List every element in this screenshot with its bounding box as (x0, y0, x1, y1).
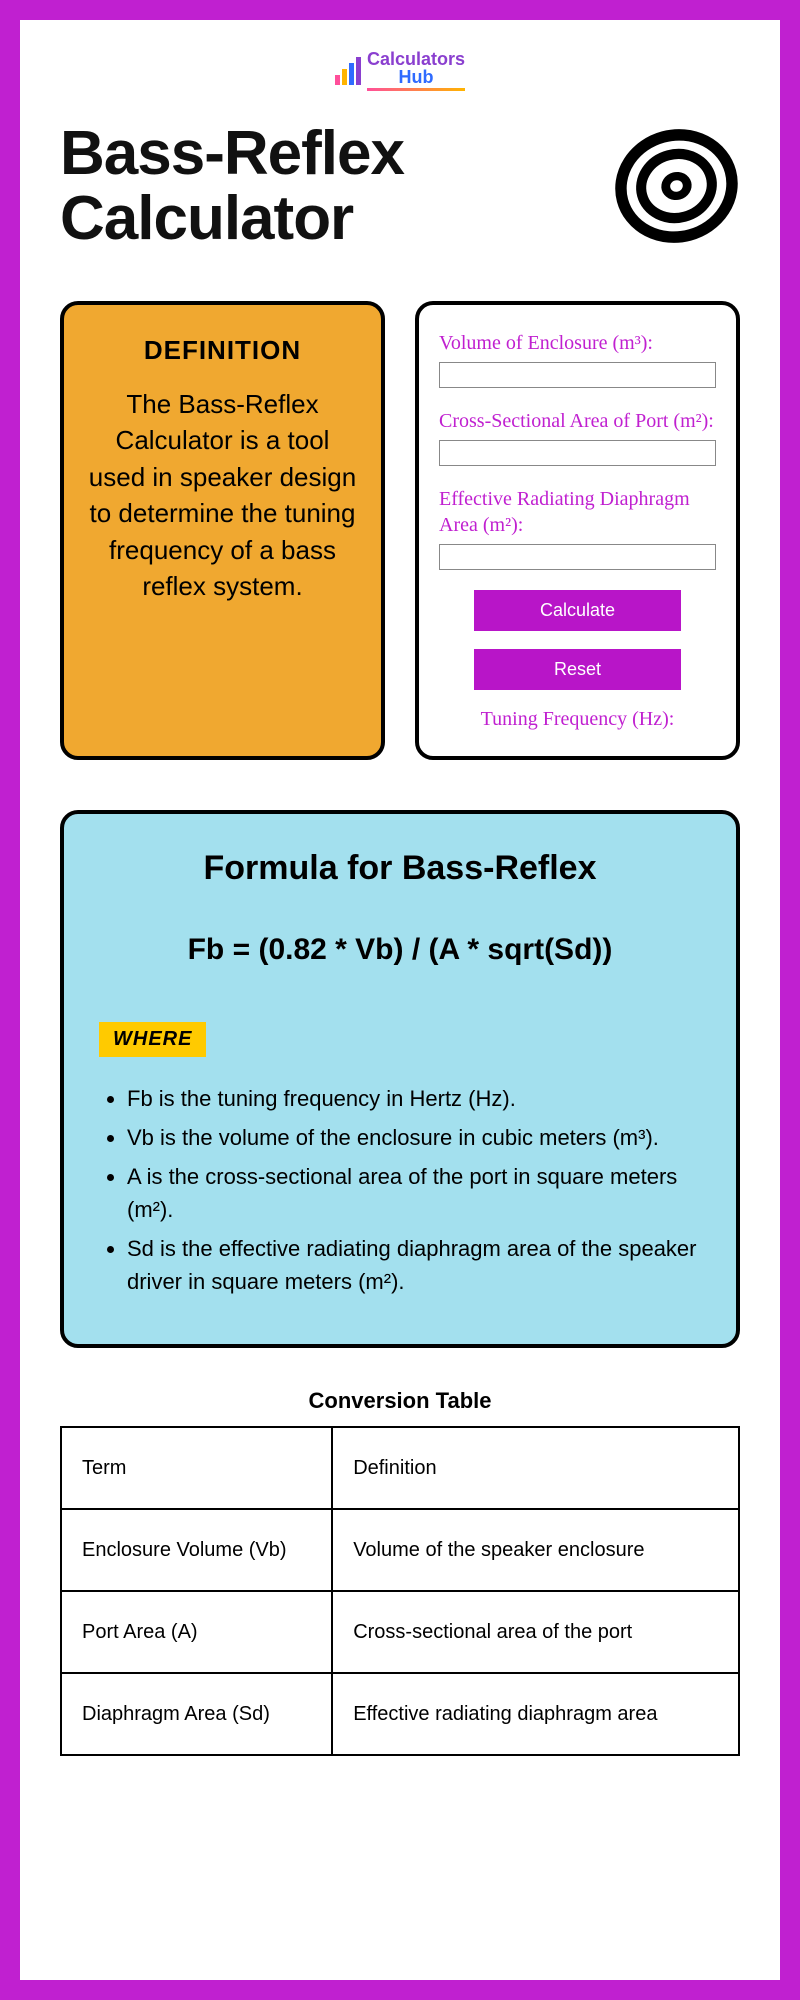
logo-line2: Hub (398, 67, 433, 87)
logo-bars-icon (335, 57, 361, 85)
formula-equation: Fb = (0.82 * Vb) / (A * sqrt(Sd)) (99, 933, 701, 967)
volume-label: Volume of Enclosure (m³): (439, 330, 716, 356)
table-row: Enclosure Volume (Vb) Volume of the spea… (61, 1509, 739, 1591)
table-cell: Definition (332, 1427, 739, 1509)
where-item: Fb is the tuning frequency in Hertz (Hz)… (127, 1082, 701, 1115)
calculate-button[interactable]: Calculate (474, 590, 682, 631)
where-list: Fb is the tuning frequency in Hertz (Hz)… (99, 1082, 701, 1298)
two-column-row: DEFINITION The Bass-Reflex Calculator is… (60, 301, 740, 760)
calc-field-diaphragm-area: Effective Radiating Diaphragm Area (m²): (439, 486, 716, 570)
table-cell: Term (61, 1427, 332, 1509)
table-cell: Enclosure Volume (Vb) (61, 1509, 332, 1591)
volume-input[interactable] (439, 362, 716, 388)
where-item: A is the cross-sectional area of the por… (127, 1160, 701, 1226)
diaphragm-area-label: Effective Radiating Diaphragm Area (m²): (439, 486, 716, 538)
port-area-label: Cross-Sectional Area of Port (m²): (439, 408, 716, 434)
formula-box: Formula for Bass-Reflex Fb = (0.82 * Vb)… (60, 810, 740, 1348)
definition-body: The Bass-Reflex Calculator is a tool use… (84, 386, 361, 604)
table-cell: Diaphragm Area (Sd) (61, 1673, 332, 1755)
diaphragm-area-input[interactable] (439, 544, 716, 570)
table-title: Conversion Table (60, 1388, 740, 1414)
definition-heading: DEFINITION (84, 335, 361, 366)
calc-field-volume: Volume of Enclosure (m³): (439, 330, 716, 388)
definition-box: DEFINITION The Bass-Reflex Calculator is… (60, 301, 385, 760)
where-badge: WHERE (99, 1022, 206, 1057)
header: Bass-Reflex Calculator (60, 111, 740, 261)
table-row: Diaphragm Area (Sd) Effective radiating … (61, 1673, 739, 1755)
where-item: Sd is the effective radiating diaphragm … (127, 1232, 701, 1298)
table-cell: Effective radiating diaphragm area (332, 1673, 739, 1755)
result-label: Tuning Frequency (Hz): (439, 708, 716, 731)
port-area-input[interactable] (439, 440, 716, 466)
table-row: Term Definition (61, 1427, 739, 1509)
formula-heading: Formula for Bass-Reflex (99, 849, 701, 888)
where-item: Vb is the volume of the enclosure in cub… (127, 1121, 701, 1154)
logo-line1: Calculators (367, 49, 465, 69)
table-row: Port Area (A) Cross-sectional area of th… (61, 1591, 739, 1673)
speaker-icon (613, 111, 740, 261)
calculator-box: Volume of Enclosure (m³): Cross-Sectiona… (415, 301, 740, 760)
logo-text: Calculators Hub (367, 50, 465, 91)
table-cell: Port Area (A) (61, 1591, 332, 1673)
logo-row: Calculators Hub (60, 50, 740, 91)
conversion-table: Term Definition Enclosure Volume (Vb) Vo… (60, 1426, 740, 1756)
page: Calculators Hub Bass-Reflex Calculator D… (20, 20, 780, 1980)
logo: Calculators Hub (335, 50, 465, 91)
table-cell: Volume of the speaker enclosure (332, 1509, 739, 1591)
table-cell: Cross-sectional area of the port (332, 1591, 739, 1673)
page-title: Bass-Reflex Calculator (60, 121, 613, 251)
reset-button[interactable]: Reset (474, 649, 682, 690)
calc-field-port-area: Cross-Sectional Area of Port (m²): (439, 408, 716, 466)
